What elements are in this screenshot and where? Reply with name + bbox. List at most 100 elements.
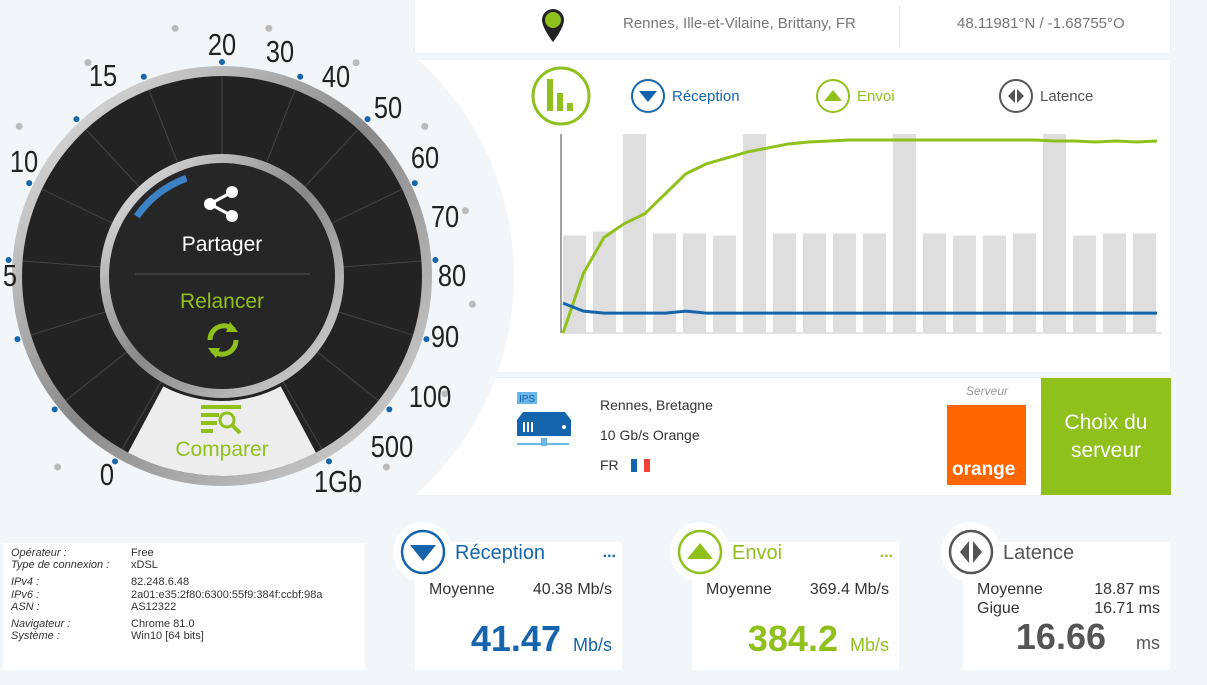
legend-envoi[interactable]: Envoi — [815, 78, 895, 114]
latency-bar — [1073, 235, 1096, 333]
avg-label: Moyenne — [977, 581, 1043, 598]
info-key: IPv6 : — [11, 588, 40, 601]
gauge-tick — [73, 116, 80, 123]
compare-button[interactable]: Comparer — [175, 438, 269, 461]
gauge-label: 90 — [430, 319, 460, 354]
latency-bar — [953, 235, 976, 333]
avg-label: Moyenne — [706, 581, 772, 598]
latency-bar — [1133, 233, 1156, 333]
gauge-tick — [140, 73, 147, 80]
gauge-tick — [326, 458, 332, 465]
orange-logo-text: orange — [952, 459, 1016, 480]
latency-icon — [999, 79, 1033, 113]
info-value: Free — [131, 547, 154, 559]
latency-bar — [1103, 233, 1126, 333]
stat-latence: Latence Moyenne 18.87 ms Gigue 16.71 ms 16… — [941, 522, 1170, 670]
info-key: ASN : — [11, 600, 40, 613]
connection-info: Opérateur : Free Type de connexion : xDSL IP… — [3, 543, 365, 670]
upload-line — [561, 138, 1158, 334]
gauge-label: 15 — [88, 58, 118, 93]
gauge-segment-line — [329, 188, 403, 225]
latency-bar — [1013, 233, 1036, 333]
more-button[interactable]: ... — [602, 544, 616, 561]
info-row: Système : Win10 [64 bits] — [11, 630, 357, 642]
latency-bar — [1043, 134, 1066, 333]
info-key: IPv4 : — [11, 576, 40, 589]
gauge-label: 30 — [265, 34, 295, 69]
compare-icon[interactable] — [200, 404, 246, 436]
latency-bar — [623, 134, 646, 333]
legend-latence[interactable]: Latence — [998, 78, 1093, 114]
choose-server-label: Choix du serveur — [1064, 410, 1148, 462]
chart-panel: Réception Envoi Latence — [415, 60, 1170, 372]
info-value: 82.248.6.48 — [131, 576, 190, 589]
latency-bar — [833, 233, 856, 333]
info-value: Win10 [64 bits] — [131, 630, 204, 643]
gauge-segment-line — [315, 350, 379, 402]
upload-icon — [816, 79, 850, 113]
speed-chart — [560, 134, 1161, 334]
restart-button[interactable]: Relancer — [179, 290, 265, 313]
compare-wedge[interactable] — [128, 386, 316, 477]
info-row: Navigateur : Chrome 81.0 — [11, 618, 357, 630]
avg-value: 40.38 Mb/s — [532, 581, 612, 598]
envoi-value: 384.2 — [747, 618, 838, 659]
download-icon — [400, 529, 446, 575]
gauge-segment-line — [41, 188, 115, 225]
server-provider: 10 Gb/s Orange — [600, 427, 700, 443]
gauge-dot — [421, 122, 429, 130]
gauge-label: 1Gb — [313, 464, 363, 499]
coordinates-text: 48.11981°N / -1.68755°O — [957, 15, 1125, 32]
download-line — [562, 301, 1157, 315]
download-icon — [631, 79, 665, 113]
choose-server-button[interactable]: Choix du serveur — [1041, 378, 1171, 495]
gauge-segment-line — [148, 89, 179, 165]
gauge-label: 40 — [321, 59, 351, 94]
info-value: AS12322 — [131, 600, 177, 613]
chart-icon[interactable] — [530, 65, 592, 127]
gauge-segment-line — [85, 129, 141, 189]
server-label: Serveur — [966, 384, 1009, 398]
latency-icon — [948, 529, 994, 575]
gauge-segment-line — [281, 379, 323, 450]
info-row: Opérateur : Free — [11, 547, 357, 559]
unit: Mb/s — [849, 635, 889, 655]
latency-value: 16.66 — [1015, 616, 1106, 657]
refresh-icon[interactable] — [202, 318, 244, 362]
share-button[interactable]: Partager — [181, 233, 263, 256]
gauge-label: 80 — [437, 258, 467, 293]
more-button[interactable]: ... — [879, 544, 893, 561]
gauge-segment-line — [303, 129, 359, 189]
gauge-tick — [432, 257, 439, 264]
info-row: IPv4 : 82.248.6.48 — [11, 576, 357, 588]
gauge-segment-line — [336, 310, 414, 336]
avg-value: 18.87 ms — [1094, 581, 1160, 598]
legend-label: Latence — [1040, 87, 1094, 105]
gauge-tick — [5, 257, 12, 264]
gauge-label: 5 — [2, 258, 18, 293]
orange-logo: orange — [947, 405, 1026, 485]
reception-value: 41.47 — [470, 618, 561, 659]
latency-bar — [713, 235, 736, 333]
legend-reception[interactable]: Réception — [630, 78, 740, 114]
gauge-dot — [171, 24, 179, 32]
gauge-tick — [112, 458, 118, 465]
stat-title: Réception — [455, 542, 546, 564]
gauge-tick — [386, 406, 393, 413]
gauge-label: 50 — [373, 90, 403, 125]
gauge-tick — [14, 336, 21, 343]
gauge-label: 20 — [207, 27, 237, 62]
gauge-dot — [461, 207, 469, 215]
gauge-tick — [411, 180, 418, 187]
gauge-segment-line — [65, 350, 129, 402]
stat-envoi: Envoi ... Moyenne 369.4 Mb/s 384.2 Mb/s — [670, 522, 899, 670]
latency-bar — [683, 233, 706, 333]
server-city: Rennes, Bretagne — [600, 397, 713, 413]
gauge-segment-line — [265, 89, 296, 165]
info-key: Système : — [11, 630, 60, 643]
progress-arc — [133, 174, 188, 219]
latency-bar — [653, 233, 676, 333]
jitter-value: 16.71 ms — [1094, 600, 1160, 617]
share-icon[interactable] — [200, 184, 244, 224]
legend-label: Réception — [672, 87, 740, 105]
